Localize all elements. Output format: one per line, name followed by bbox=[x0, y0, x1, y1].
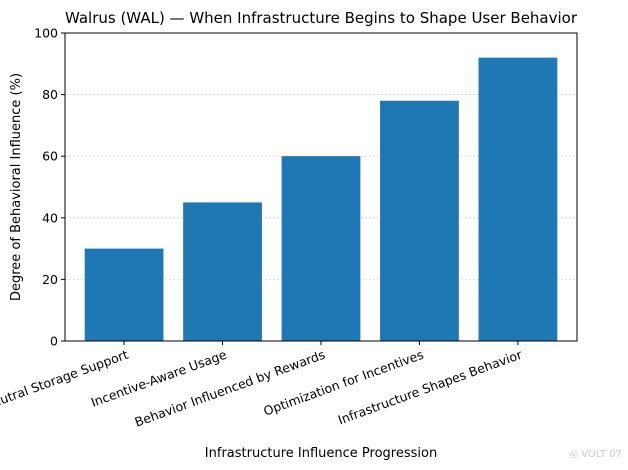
bar bbox=[84, 248, 164, 341]
bars bbox=[84, 57, 558, 341]
plot-frame bbox=[64, 32, 578, 342]
y-tick-label: 0 bbox=[50, 334, 58, 349]
y-axis-label: Degree of Behavioral Influence (%) bbox=[9, 73, 24, 301]
x-tick-label: Optimization for Incentives bbox=[261, 347, 425, 419]
y-tick-label: 40 bbox=[42, 210, 58, 225]
y-tick-label: 100 bbox=[34, 26, 58, 41]
y-tick-label: 20 bbox=[42, 272, 58, 287]
bar bbox=[380, 100, 459, 341]
y-tick-label: 80 bbox=[42, 87, 58, 102]
x-tick-label: Infrastructure Shapes Behavior bbox=[336, 346, 525, 427]
chart-title: Walrus (WAL) — When Infrastructure Begin… bbox=[65, 9, 578, 27]
y-axis: 0 20 40 60 80 100 bbox=[34, 26, 65, 349]
y-tick-label: 60 bbox=[42, 149, 58, 164]
watermark: ◎ VOLT 07 bbox=[569, 449, 622, 460]
bar bbox=[281, 156, 361, 341]
bar bbox=[183, 202, 262, 341]
x-tick-label: Behavior Influenced by Rewards bbox=[133, 347, 327, 430]
x-axis-label: Infrastructure Influence Progression bbox=[205, 446, 437, 461]
bar bbox=[478, 57, 558, 341]
